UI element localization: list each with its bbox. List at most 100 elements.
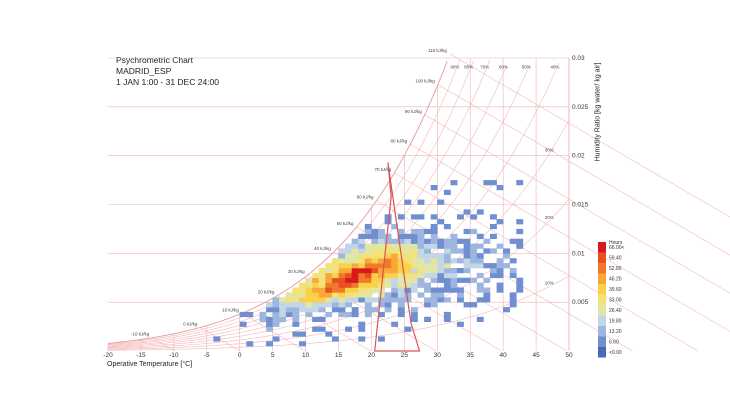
heatmap-cell [331,287,339,293]
heatmap-cell [463,243,471,249]
heatmap-cell [417,292,425,298]
heatmap-cell [457,297,464,303]
heatmap-cell [299,302,306,308]
heatmap-cell [351,238,359,244]
heatmap-cell [410,243,418,249]
heatmap-cell [404,263,412,269]
heatmap-cell [358,263,366,269]
heatmap-cell [371,277,379,283]
legend-swatch [598,273,606,284]
enthalpy-line [376,200,633,352]
heatmap-cell [345,297,352,303]
y-axis-title: Humidity Ratio [kg water/ kg air] [594,62,602,162]
heatmap-cell [371,297,379,303]
heatmap-cell [496,282,504,288]
heatmap-cell [378,243,385,249]
enthalpy-line [449,53,730,218]
heatmap-cell [450,238,458,244]
heatmap-cell [397,228,405,235]
heatmap-cell [443,253,451,259]
heatmap-cell [345,287,352,293]
heatmap-cell [312,277,320,283]
heatmap-cell [266,321,273,327]
heatmap-cell [384,277,392,283]
heatmap-cell [246,341,254,347]
heatmap-cell [239,311,247,318]
heatmap-cell [378,311,385,318]
legend-label: 33.00 [609,298,622,304]
rh-label: 10% [545,281,554,286]
heatmap-cell [430,185,438,191]
heatmap-cell [430,297,438,303]
heatmap-cell [378,253,385,259]
heatmap-cell [384,263,392,269]
heatmap-cell [404,248,412,254]
heatmap-cell [496,185,504,191]
x-tick-label: 45 [532,352,540,359]
heatmap-cell [470,263,478,269]
heatmap-cell [371,253,379,259]
heatmap-cell [338,292,346,298]
heatmap-cell [463,268,471,274]
heatmap-cell [450,233,458,239]
heatmap-cell [410,263,418,269]
heatmap-cell [378,297,385,303]
heatmap-cell [364,311,372,318]
heatmap-cell [509,258,517,264]
heatmap-cell [358,297,366,303]
heatmap-cell [312,272,320,279]
heatmap-cell [424,258,431,264]
heatmap-cell [378,263,385,269]
heatmap-cell [351,282,359,288]
heatmap-cell [384,233,392,239]
heatmap-cell [424,302,431,308]
x-tick-label: 35 [467,352,475,359]
heatmap-cell [391,282,399,288]
heatmap-cell [259,311,267,318]
heatmap-cell [516,180,524,186]
x-tick-label: 10 [302,352,310,359]
heatmap-cell [457,268,464,274]
heatmap-cell [397,248,405,254]
heatmap-cell [325,292,333,298]
heatmap-cell [509,302,517,308]
y-tick-label: 0.02 [572,153,585,160]
heatmap-cell [437,253,445,259]
heatmap-cell [437,292,445,298]
heatmap-cell [384,214,392,220]
heatmap-cell [443,224,451,230]
heatmap-cell [417,248,425,254]
heatmap-cell [384,272,392,279]
x-tick-label: -10 [169,352,179,359]
heatmap-cell [384,302,392,308]
enthalpy-line [410,144,730,332]
heatmap-cell [476,287,484,293]
heatmap-cell [404,272,412,279]
heatmap-cell [509,268,517,274]
heatmap-cell [338,287,346,293]
heatmap-cell [391,321,399,327]
heatmap-cell [364,248,372,254]
heatmap-cell [516,287,524,293]
heatmap-cell [437,297,445,303]
heatmap-cell [476,263,484,269]
heatmap-cell [457,214,464,220]
heatmap-cell [345,248,352,254]
heatmap-cell [476,209,484,215]
heatmap-cell [503,307,510,313]
heatmap-cell [424,228,431,235]
rh-label: 50% [522,65,531,70]
legend-label: 19.80 [609,319,622,325]
heatmap-cell [450,282,458,288]
heatmap-cell [338,248,346,254]
rh-label: 90% [450,65,459,70]
heatmap-cell [378,258,385,264]
heatmap-cell [384,258,392,264]
heatmap-cell [443,258,451,264]
heatmap-cell [325,272,333,279]
heatmap-cell [391,243,399,249]
chart-title-block: Psychrometric Chart MADRID_ESP 1 JAN 1:0… [116,55,219,88]
heatmap-cells [213,180,524,347]
heatmap-cell [410,287,418,293]
heatmap-cell [417,258,425,264]
